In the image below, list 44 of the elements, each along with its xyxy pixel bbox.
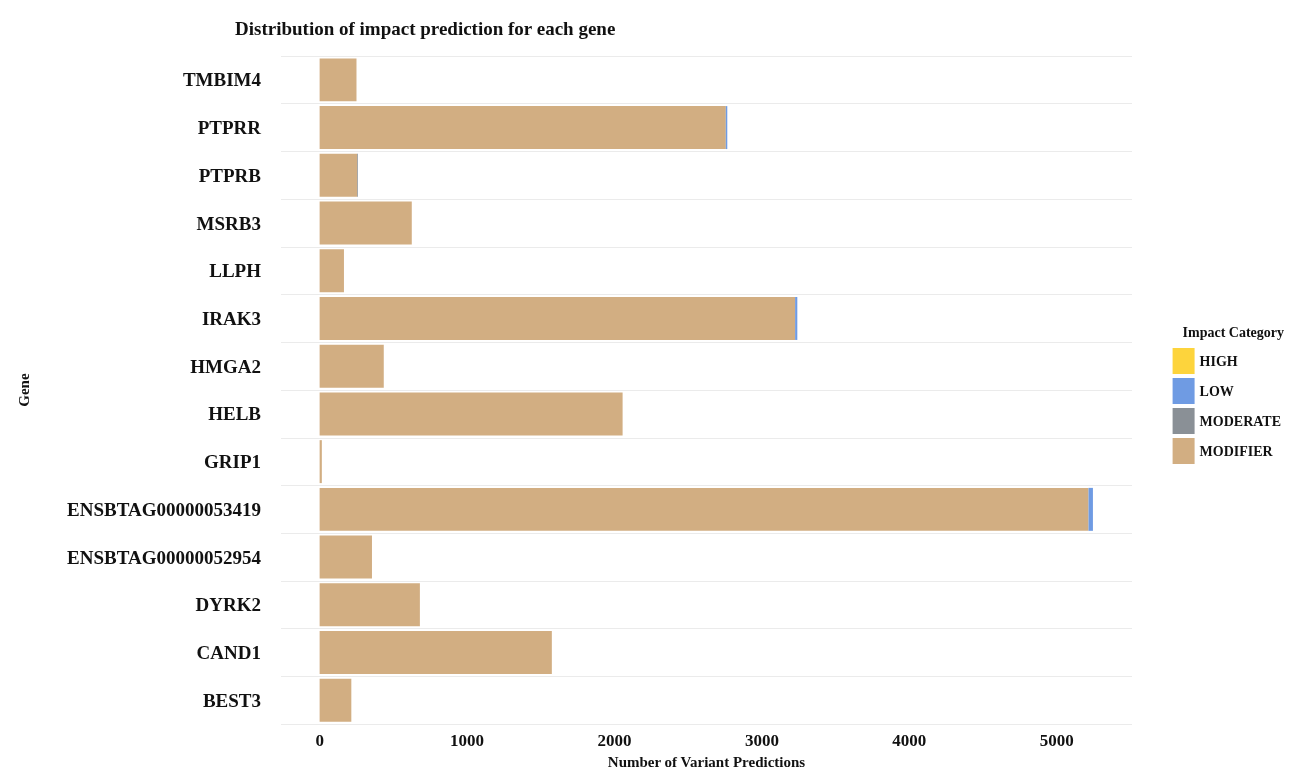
y-tick-label: IRAK3 — [201, 307, 261, 329]
legend-title: Impact Category — [1182, 324, 1285, 340]
bar — [319, 583, 420, 627]
bar — [795, 296, 798, 340]
legend-label: MODIFIER — [1199, 443, 1274, 459]
y-tick-label: PTPRR — [197, 117, 262, 139]
bar — [319, 201, 412, 245]
y-tick-label: MSRB3 — [196, 212, 261, 234]
bar — [319, 296, 796, 340]
y-tick-label: PTPRB — [198, 164, 262, 186]
bar — [319, 344, 384, 388]
x-axis-title: Number of Variant Predictions — [607, 753, 806, 770]
bar — [1088, 487, 1093, 531]
x-tick-label: 0 — [315, 731, 324, 751]
y-tick-label: BEST3 — [202, 689, 261, 711]
x-tick-label: 3000 — [744, 731, 779, 751]
chart-title: Distribution of impact prediction for each gene — [235, 18, 616, 39]
bar — [319, 535, 372, 579]
legend-label: HIGH — [1199, 353, 1238, 369]
y-tick-label: CAND1 — [196, 642, 261, 664]
bar — [319, 153, 358, 197]
y-tick-label: GRIP1 — [204, 451, 261, 473]
y-tick-label: HMGA2 — [190, 355, 261, 377]
bar — [319, 631, 552, 674]
y-tick-label: HELB — [208, 403, 262, 425]
x-tick-label: 2000 — [597, 731, 632, 751]
legend-label: LOW — [1199, 383, 1234, 399]
bar — [319, 106, 726, 150]
y-tick-label: DYRK2 — [195, 594, 261, 616]
x-tick-label: 5000 — [1039, 731, 1074, 751]
legend-label: MODERATE — [1199, 413, 1282, 429]
bar — [319, 249, 344, 293]
y-tick-label: LLPH — [209, 260, 262, 282]
x-tick-label: 4000 — [892, 731, 927, 751]
x-tick-label: 1000 — [450, 731, 485, 751]
bar — [319, 678, 352, 722]
y-axis-title: Gene — [15, 373, 32, 407]
bar — [319, 440, 322, 484]
bar — [319, 58, 357, 102]
bar — [319, 392, 623, 436]
y-tick-label: ENSBTAG00000052954 — [67, 546, 262, 568]
y-tick-label: ENSBTAG00000053419 — [67, 498, 261, 520]
y-tick-label: TMBIM4 — [182, 69, 262, 91]
bar — [319, 487, 1089, 531]
